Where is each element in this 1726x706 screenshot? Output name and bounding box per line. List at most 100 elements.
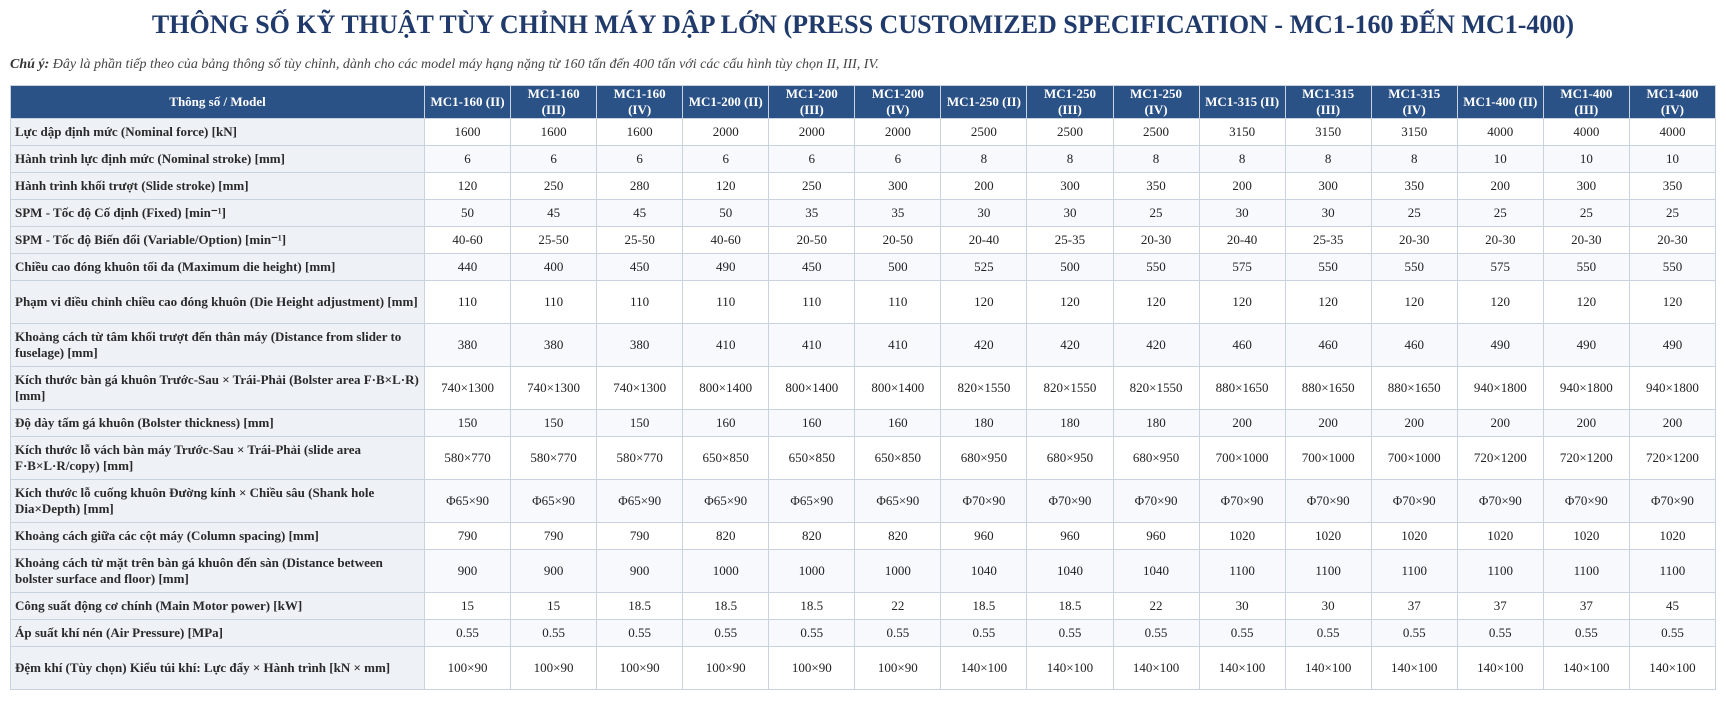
cell: 380 bbox=[510, 323, 598, 367]
cell: 790 bbox=[423, 522, 512, 550]
table-row: Khoảng cách giữa các cột máy (Column spa… bbox=[10, 522, 1717, 550]
cell: 3150 bbox=[1284, 118, 1372, 146]
table-body: Lực dập định mức (Nominal force) [kN] 160… bbox=[10, 118, 1717, 690]
cell: 200 bbox=[1542, 409, 1630, 437]
cell: 1000 bbox=[768, 549, 856, 593]
table-row: Hành trình lực định mức (Nominal stroke)… bbox=[10, 145, 1717, 173]
cell: 800×1400 bbox=[768, 366, 856, 410]
cell: 37 bbox=[1456, 592, 1544, 620]
cell: 4000 bbox=[1456, 118, 1544, 146]
cell: 1100 bbox=[1456, 549, 1544, 593]
row-label: Khoảng cách từ tâm khối trượt đến thân m… bbox=[10, 323, 425, 367]
cell: 575 bbox=[1456, 253, 1544, 281]
cell: 550 bbox=[1370, 253, 1458, 281]
cell: 25-35 bbox=[1026, 226, 1114, 254]
cell: 420 bbox=[1112, 323, 1200, 367]
cell: 1040 bbox=[940, 549, 1028, 593]
cell: 200 bbox=[1456, 409, 1544, 437]
cell: 400 bbox=[510, 253, 598, 281]
cell: 500 bbox=[854, 253, 942, 281]
cell: 940×1800 bbox=[1542, 366, 1630, 410]
cell: 10 bbox=[1542, 145, 1630, 173]
cell: 120 bbox=[1370, 280, 1458, 324]
cell: 450 bbox=[768, 253, 856, 281]
cell: 160 bbox=[854, 409, 942, 437]
cell: 200 bbox=[940, 172, 1028, 200]
cell: 6 bbox=[768, 145, 856, 173]
cell: 0.55 bbox=[940, 619, 1028, 647]
cell: 1100 bbox=[1370, 549, 1458, 593]
cell: 2500 bbox=[940, 118, 1028, 146]
row-label: Hành trình khối trượt (Slide stroke) [mm… bbox=[10, 172, 425, 200]
cell: 350 bbox=[1112, 172, 1200, 200]
cell: 25 bbox=[1370, 199, 1458, 227]
cell: 200 bbox=[1628, 409, 1717, 437]
cell: 20-30 bbox=[1370, 226, 1458, 254]
cell: 1100 bbox=[1542, 549, 1630, 593]
cell: 700×1000 bbox=[1370, 436, 1458, 480]
cell: 110 bbox=[682, 280, 770, 324]
cell: 120 bbox=[682, 172, 770, 200]
cell: 22 bbox=[854, 592, 942, 620]
row-label: Chiều cao đóng khuôn tối đa (Maximum die… bbox=[10, 253, 425, 281]
header-cell: MC1-315 (II) bbox=[1198, 85, 1286, 119]
cell: 1020 bbox=[1628, 522, 1717, 550]
cell: 460 bbox=[1284, 323, 1372, 367]
cell: 120 bbox=[1456, 280, 1544, 324]
cell: 10 bbox=[1628, 145, 1717, 173]
table-row: Chiều cao đóng khuôn tối đa (Maximum die… bbox=[10, 253, 1717, 281]
cell: 3150 bbox=[1198, 118, 1286, 146]
cell: 6 bbox=[510, 145, 598, 173]
cell: 460 bbox=[1370, 323, 1458, 367]
cell: 700×1000 bbox=[1284, 436, 1372, 480]
cell: 8 bbox=[940, 145, 1028, 173]
cell: 0.55 bbox=[1542, 619, 1630, 647]
cell: Φ65×90 bbox=[423, 479, 512, 523]
row-label: Công suất động cơ chính (Main Motor powe… bbox=[10, 592, 425, 620]
cell: 720×1200 bbox=[1542, 436, 1630, 480]
cell: 120 bbox=[423, 172, 512, 200]
table-row: Kích thước lỗ cuống khuôn Đường kính × C… bbox=[10, 479, 1717, 523]
cell: 40-60 bbox=[682, 226, 770, 254]
cell: 8 bbox=[1198, 145, 1286, 173]
cell: 1000 bbox=[682, 549, 770, 593]
cell: 6 bbox=[854, 145, 942, 173]
cell: 900 bbox=[510, 549, 598, 593]
cell: 10 bbox=[1456, 145, 1544, 173]
cell: 30 bbox=[1284, 199, 1372, 227]
cell: 6 bbox=[682, 145, 770, 173]
cell: 0.55 bbox=[1198, 619, 1286, 647]
cell: 380 bbox=[596, 323, 684, 367]
cell: 200 bbox=[1284, 409, 1372, 437]
cell: 0.55 bbox=[1456, 619, 1544, 647]
cell: 25 bbox=[1456, 199, 1544, 227]
cell: 100×90 bbox=[423, 646, 512, 690]
cell: Φ65×90 bbox=[854, 479, 942, 523]
table-wrap: Thông số / Model MC1-160 (II) MC1-160 (III… bbox=[10, 85, 1717, 690]
note-text: Đây là phần tiếp theo của bảng thông số … bbox=[52, 57, 879, 72]
table-row: Công suất động cơ chính (Main Motor powe… bbox=[10, 592, 1717, 620]
cell: 120 bbox=[1198, 280, 1286, 324]
cell: 550 bbox=[1112, 253, 1200, 281]
cell: 18.5 bbox=[682, 592, 770, 620]
table-row: Phạm vi điều chỉnh chiều cao đóng khuôn … bbox=[10, 280, 1717, 324]
table-row: Khoảng cách từ mặt trên bàn gá khuôn đến… bbox=[10, 549, 1717, 593]
header-cell: MC1-400 (III) bbox=[1542, 85, 1630, 119]
cell: 0.55 bbox=[854, 619, 942, 647]
cell: 37 bbox=[1370, 592, 1458, 620]
table-row: Hành trình khối trượt (Slide stroke) [mm… bbox=[10, 172, 1717, 200]
table-row: Kích thước lỗ vách bàn máy Trước-Sau × T… bbox=[10, 436, 1717, 480]
cell: 0.55 bbox=[596, 619, 684, 647]
cell: 960 bbox=[1112, 522, 1200, 550]
header-cell: Thông số / Model bbox=[10, 85, 425, 119]
cell: 550 bbox=[1542, 253, 1630, 281]
cell: 1020 bbox=[1284, 522, 1372, 550]
cell: 820 bbox=[768, 522, 856, 550]
row-label: Độ dày tấm gá khuôn (Bolster thickness) … bbox=[10, 409, 425, 437]
cell: 45 bbox=[596, 199, 684, 227]
row-label: Áp suất khí nén (Air Pressure) [MPa] bbox=[10, 619, 425, 647]
cell: 0.55 bbox=[768, 619, 856, 647]
cell: Φ65×90 bbox=[510, 479, 598, 523]
cell: 4000 bbox=[1542, 118, 1630, 146]
